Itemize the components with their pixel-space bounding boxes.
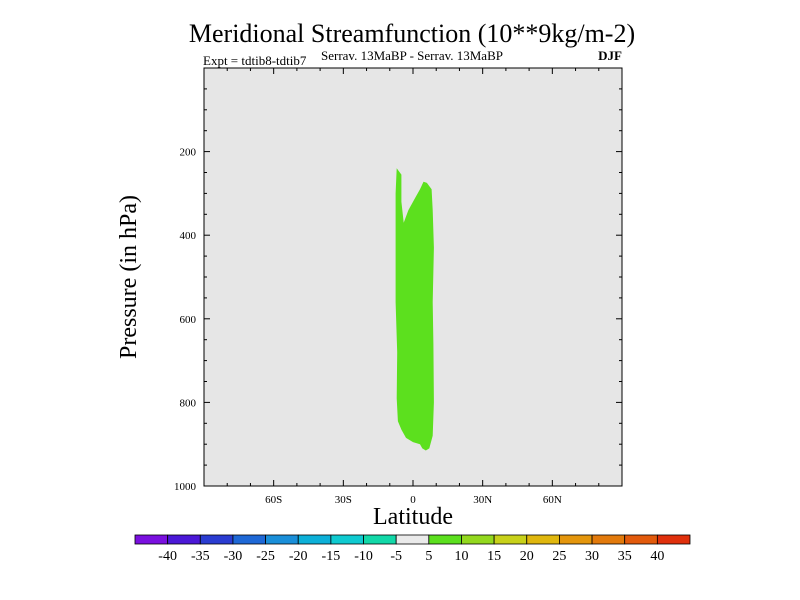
colorbar-swatch <box>591 534 626 545</box>
colorbar-label: -10 <box>354 549 373 564</box>
y-tick-label: 1000 <box>174 481 197 493</box>
colorbar-swatch <box>232 534 266 545</box>
colorbar: -40 -35 -30 -25 -20 -15 -10 -5 5 10 15 20 25 30 35 40 <box>134 534 691 564</box>
colorbar-swatch <box>493 534 528 545</box>
colorbar-swatch <box>656 534 691 545</box>
colorbar-swatch <box>395 534 430 545</box>
colorbar-label: -35 <box>191 549 210 564</box>
colorbar-label: 10 <box>454 549 468 564</box>
colorbar-swatch <box>559 534 593 545</box>
x-tick-label: 0 <box>410 494 416 506</box>
colorbar-swatch <box>167 534 201 545</box>
y-tick-label: 400 <box>180 230 197 242</box>
x-tick-label: 60S <box>265 494 282 506</box>
colorbar-swatch <box>199 534 234 545</box>
colorbar-label: 35 <box>618 549 632 564</box>
colorbar-label: 40 <box>650 549 664 564</box>
contour-region-0 <box>395 168 434 451</box>
x-tick-label: 60N <box>543 494 562 506</box>
colorbar-label: 25 <box>552 549 566 564</box>
y-tick-label: 200 <box>180 147 197 159</box>
colorbar-swatch <box>526 534 560 545</box>
colorbar-label: -40 <box>158 549 177 564</box>
colorbar-label: 30 <box>585 549 599 564</box>
contour-fill-layer <box>395 168 434 451</box>
season-label: DJF <box>598 48 622 63</box>
colorbar-swatch <box>265 534 299 545</box>
colorbar-swatch <box>363 534 397 545</box>
x-tick-label: 30N <box>473 494 492 506</box>
colorbar-label: -5 <box>390 549 402 564</box>
y-tick-label: 600 <box>180 314 197 326</box>
colorbar-swatch <box>134 534 169 545</box>
colorbar-swatch <box>461 534 495 545</box>
colorbar-label: 20 <box>520 549 534 564</box>
chart-title: Meridional Streamfunction (10**9kg/m-2) <box>189 19 635 48</box>
x-tick-label: 30S <box>335 494 352 506</box>
x-axis-ticks: 60S 30S 0 30N 60N <box>226 68 600 506</box>
colorbar-label: 15 <box>487 549 501 564</box>
colorbar-label: -15 <box>322 549 341 564</box>
colorbar-swatch <box>297 534 332 545</box>
period-label: Serrav. 13MaBP - Serrav. 13MaBP <box>321 48 503 63</box>
colorbar-label: -25 <box>256 549 275 564</box>
y-tick-label: 800 <box>180 397 197 409</box>
colorbar-swatch <box>624 534 658 545</box>
colorbar-label: -20 <box>289 549 308 564</box>
colorbar-label: 5 <box>425 549 432 564</box>
x-axis-label: Latitude <box>373 504 453 530</box>
y-axis-ticks: 200 400 600 800 1000 <box>174 88 622 493</box>
colorbar-swatch <box>428 534 462 545</box>
y-axis-label: Pressure (in hPa) <box>116 195 142 359</box>
experiment-label: Expt = tdtib8-tdtib7 <box>203 53 307 68</box>
colorbar-swatch <box>330 534 364 545</box>
colorbar-label: -30 <box>224 549 243 564</box>
